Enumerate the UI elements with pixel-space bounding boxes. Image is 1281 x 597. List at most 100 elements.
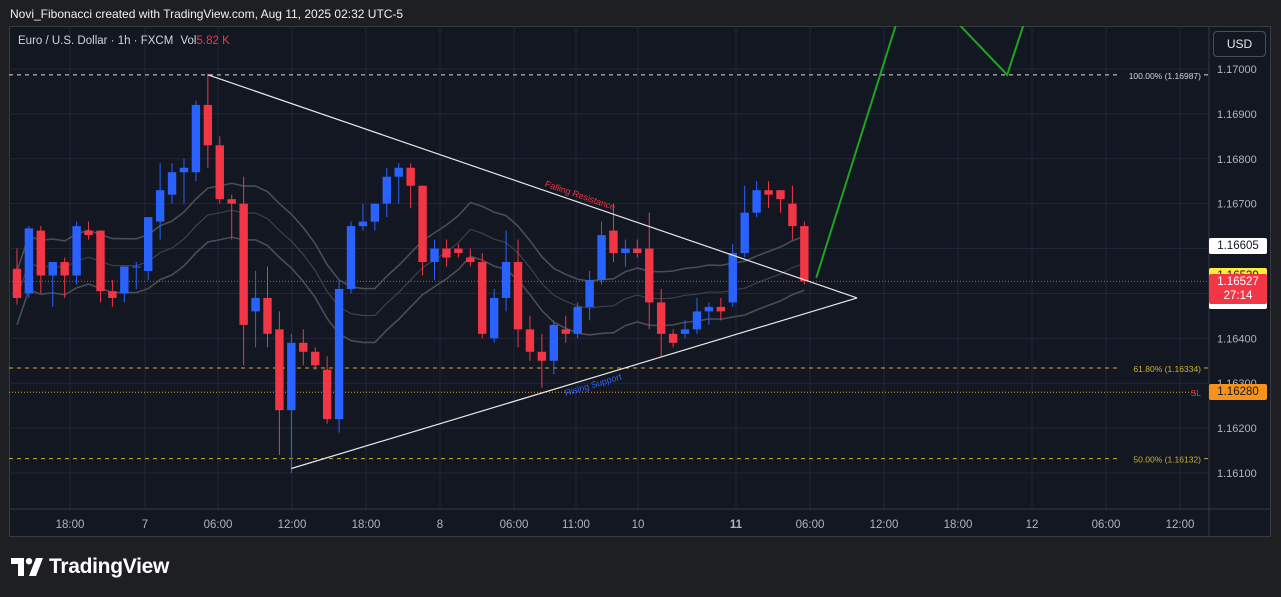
candle-body (167, 172, 177, 195)
price-tick-label: 1.16700 (1217, 199, 1257, 211)
candle-body (478, 262, 487, 334)
candle-body (346, 226, 356, 289)
candle-body (609, 230, 618, 254)
candle-body (36, 230, 46, 276)
candle-body (752, 190, 761, 213)
candle-body (227, 199, 236, 204)
candle-body (394, 167, 403, 177)
candle-body (442, 248, 451, 258)
stop-loss-price-label: 1.16280 (1209, 384, 1267, 401)
volume-label: Vol (180, 35, 197, 47)
time-tick-label: 8 (437, 519, 443, 531)
candle-body (358, 221, 368, 227)
candle-body (776, 190, 785, 200)
candle-body (239, 203, 248, 325)
candle-body (621, 248, 630, 254)
candle-body (656, 302, 666, 334)
candle-body (549, 324, 559, 361)
candle-body (143, 217, 153, 272)
fib-level-label: 50.00% (1.16132) (1133, 455, 1201, 465)
candle-body (728, 253, 737, 303)
candlestick-chart[interactable]: 1.170001.169001.168001.167001.166001.165… (9, 26, 1271, 537)
candle-body (764, 190, 773, 195)
trendline-label: Falling Resistance (544, 179, 617, 212)
candle-body (275, 329, 284, 411)
candle-body (597, 235, 606, 280)
candle-body (680, 329, 690, 334)
candle-body (466, 257, 475, 263)
candle-body (418, 185, 427, 263)
currency-button[interactable]: USD (1213, 31, 1266, 57)
candle-body (322, 369, 332, 420)
price-tick-label: 1.16200 (1217, 423, 1257, 435)
candle-body (132, 266, 141, 268)
price-tick-label: 1.16100 (1217, 468, 1257, 480)
candle-body (382, 176, 391, 204)
candle-body (96, 230, 105, 292)
candle-body (489, 297, 499, 339)
candle-body (60, 262, 69, 276)
last-price-value: 1.16527 (1217, 276, 1259, 288)
time-tick-label: 06:00 (204, 519, 233, 531)
candle-body (203, 104, 213, 146)
candle-body (430, 248, 439, 263)
candle-body (287, 342, 296, 411)
time-tick-label: 18:00 (352, 519, 381, 531)
trendline (291, 297, 858, 470)
candle-body (645, 248, 654, 303)
candle-body (370, 203, 380, 222)
candle-body (24, 228, 34, 294)
time-tick-label: 7 (142, 519, 148, 531)
time-tick-label: 12:00 (278, 519, 307, 531)
candle-body (537, 351, 547, 361)
time-tick-label: 18:00 (56, 519, 85, 531)
price-tick-label: 1.16800 (1217, 154, 1257, 166)
candle-body (311, 351, 320, 366)
candle-body (191, 104, 201, 173)
time-tick-label: 06:00 (1092, 519, 1121, 531)
stop-loss-label: SL (1191, 388, 1202, 398)
candle-body (108, 291, 117, 298)
candle-body (334, 288, 344, 420)
candle-body (561, 329, 570, 334)
chart-caption: Novi_Fibonacci created with TradingView.… (10, 7, 404, 21)
time-tick-label: 12:00 (870, 519, 899, 531)
last-price-badge: 1.16527 27:14 (1209, 274, 1267, 304)
candle-body (740, 212, 749, 254)
price-scale-label: 1.16605 (1209, 238, 1267, 255)
ma-middle-band (16, 209, 805, 317)
trendline-label: Rising Support (563, 371, 623, 398)
candle-body (179, 167, 189, 173)
candle-body (513, 262, 523, 330)
tradingview-brand: TradingView (49, 555, 170, 578)
volume-value: 5.82 K (196, 35, 230, 47)
candle-body (12, 268, 22, 298)
time-tick-label: 12:00 (1166, 519, 1195, 531)
tradingview-logo[interactable]: TradingView (11, 555, 169, 579)
candle-body (692, 311, 702, 330)
candle-body (501, 262, 511, 298)
time-tick-label: 18:00 (944, 519, 973, 531)
candle-body (72, 226, 81, 276)
symbol-legend[interactable]: Euro / U.S. Dollar · 1h · FXCM Vol5.82 K (18, 35, 230, 47)
candle-body (668, 333, 678, 343)
time-tick-label: 06:00 (796, 519, 825, 531)
ma-lower-band (16, 236, 805, 344)
time-tick-label: 12 (1026, 519, 1039, 531)
bar-countdown: 27:14 (1223, 290, 1253, 302)
candle-body (406, 167, 415, 186)
candle-body (633, 248, 642, 254)
time-tick-label: 11:00 (562, 519, 590, 531)
time-tick-label: 10 (632, 519, 645, 531)
candle-body (263, 297, 272, 334)
price-tick-label: 1.17000 (1217, 64, 1257, 76)
candle-body (251, 297, 260, 312)
candle-body (704, 306, 714, 312)
time-tick-label: 06:00 (500, 519, 529, 531)
candle-body (573, 306, 582, 334)
candle-body (155, 190, 165, 222)
trendline (207, 74, 858, 299)
candle-body (120, 266, 129, 294)
tradingview-logo-icon (11, 558, 43, 576)
time-tick-label: 11 (730, 519, 743, 531)
